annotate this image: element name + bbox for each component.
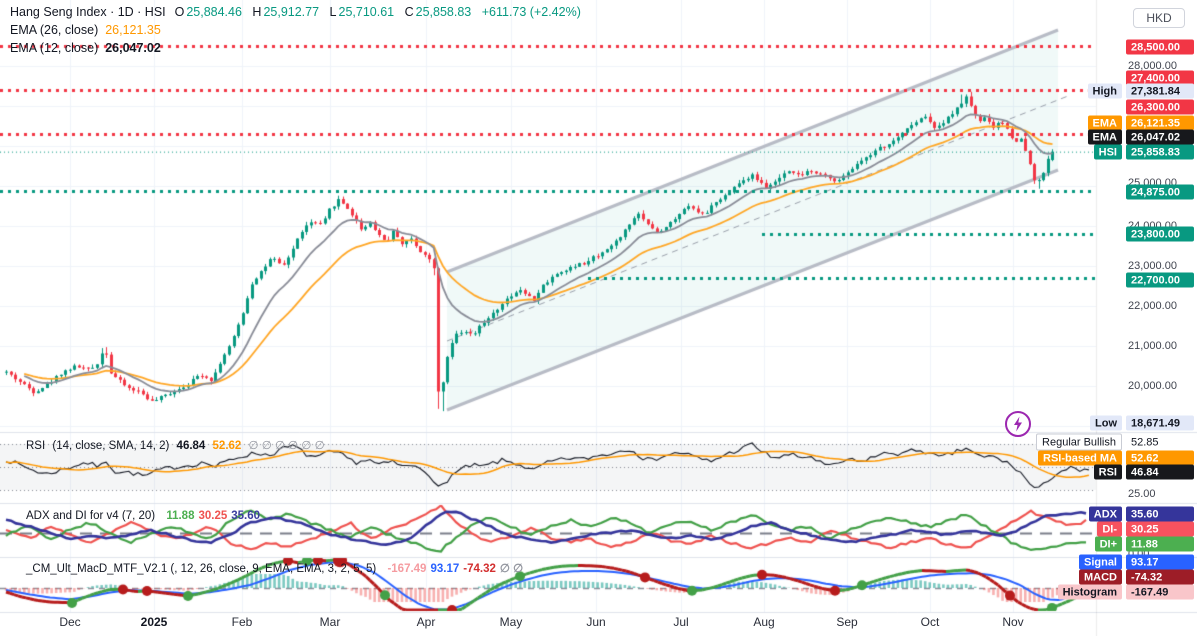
indicator-value: -74.32 bbox=[463, 563, 496, 575]
axis-label-chip[interactable]: Signal bbox=[1078, 554, 1122, 570]
axis-value-chip[interactable]: 23,800.00 bbox=[1126, 226, 1194, 242]
axis-tick-label: 20,000.00 bbox=[1128, 380, 1177, 392]
axis-value-chip[interactable]: 11.88 bbox=[1126, 536, 1194, 552]
high-label: H bbox=[252, 5, 262, 19]
ema12-legend-row[interactable]: EMA (12, close) 26,047.02 bbox=[10, 40, 583, 57]
month-label[interactable]: Dec bbox=[59, 615, 81, 629]
ema12-value: 26,047.02 bbox=[105, 41, 161, 55]
rsi-empty-values: ∅ ∅ ∅ ∅ ∅ ∅ bbox=[248, 440, 325, 452]
axis-label-chip[interactable]: DI- bbox=[1097, 521, 1122, 537]
high-value: 25,912.77 bbox=[263, 5, 320, 19]
low-value: 25,710.61 bbox=[338, 5, 395, 19]
symbol-title[interactable]: Hang Seng Index · 1D · HSI bbox=[10, 5, 166, 19]
ema12-label: EMA (12, close) bbox=[10, 41, 99, 55]
axis-value-chip[interactable]: 18,671.49 bbox=[1126, 415, 1194, 431]
axis-value-chip[interactable]: 46.84 bbox=[1126, 464, 1194, 480]
adx-title: ADX and DI for v4 (7, 20) bbox=[26, 510, 156, 522]
indicator-value: -167.49 bbox=[387, 563, 427, 575]
month-label[interactable]: 2025 bbox=[140, 615, 168, 629]
month-label[interactable]: Jul bbox=[673, 615, 689, 629]
axis-label-chip[interactable]: RSI bbox=[1093, 464, 1122, 480]
axis-tick-label: 23,000.00 bbox=[1128, 260, 1177, 272]
rsi-pane-title[interactable]: RSI (14, close, SMA, 14, 2) 46.84 52.62 … bbox=[22, 438, 325, 452]
axis-label-chip[interactable]: High bbox=[1087, 83, 1122, 99]
axis-value-chip[interactable]: 27,381.84 bbox=[1126, 83, 1194, 99]
month-label[interactable]: Apr bbox=[416, 615, 436, 629]
axis-value-chip[interactable]: 26,300.00 bbox=[1126, 99, 1194, 115]
axis-value-chip[interactable]: -74.32 bbox=[1126, 569, 1194, 585]
axis-label-chip[interactable]: EMA bbox=[1087, 115, 1122, 131]
axis-tick-label: 28,000.00 bbox=[1128, 60, 1177, 72]
axis-value-chip[interactable]: 22,700.00 bbox=[1126, 272, 1194, 288]
axis-value-chip[interactable]: 26,047.02 bbox=[1126, 129, 1194, 145]
axis-value-chip[interactable]: 27,400.00 bbox=[1126, 70, 1194, 86]
ema26-label: EMA (26, close) bbox=[10, 23, 99, 37]
indicator-value: 11.88 bbox=[166, 510, 195, 522]
month-label[interactable]: Mar bbox=[319, 615, 341, 629]
axis-label-chip[interactable]: EMA bbox=[1087, 129, 1122, 145]
axis-value-chip[interactable]: 28,500.00 bbox=[1126, 39, 1194, 55]
rsi-value: 46.84 bbox=[176, 440, 206, 452]
currency-button[interactable]: HKD bbox=[1133, 8, 1185, 28]
axis-label-chip[interactable]: DI+ bbox=[1094, 536, 1122, 552]
month-label[interactable]: Sep bbox=[836, 615, 858, 629]
open-label: O bbox=[174, 5, 185, 19]
ema26-value: 26,121.35 bbox=[105, 23, 161, 37]
axis-value-chip[interactable]: 25,858.83 bbox=[1126, 144, 1194, 160]
macd-pane-title[interactable]: _CM_Ult_MacD_MTF_V2.1 (, 12, 26, close, … bbox=[22, 561, 523, 575]
axis-value-chip[interactable]: -167.49 bbox=[1126, 584, 1194, 600]
rsi-ma-value: 52.62 bbox=[212, 440, 242, 452]
axis-label-chip[interactable]: Histogram bbox=[1057, 584, 1122, 600]
month-label[interactable]: May bbox=[499, 615, 523, 629]
month-label[interactable]: Nov bbox=[1002, 615, 1024, 629]
axis-label-chip[interactable]: ADX bbox=[1088, 506, 1122, 522]
ema26-legend-row[interactable]: EMA (26, close) 26,121.35 bbox=[10, 22, 583, 39]
indicator-value: 35.60 bbox=[231, 510, 261, 522]
axis-value-chip[interactable]: 93.17 bbox=[1126, 554, 1194, 570]
axis-tick-label: 22,000.00 bbox=[1128, 300, 1177, 312]
axis-value-chip[interactable]: 24,875.00 bbox=[1126, 184, 1194, 200]
indicator-value: 30.25 bbox=[198, 510, 228, 522]
axis-label-chip[interactable]: RSI-based MA bbox=[1038, 450, 1122, 466]
adx-pane-title[interactable]: ADX and DI for v4 (7, 20) 11.88 30.25 35.6… bbox=[22, 510, 260, 522]
close-label: C bbox=[404, 5, 414, 19]
axis-value-chip[interactable]: 52.62 bbox=[1126, 450, 1194, 466]
macd-values: -167.49 93.17 -74.32 ∅ ∅ bbox=[383, 563, 523, 575]
axis-value-chip[interactable]: 52.85 bbox=[1131, 436, 1159, 448]
close-value: 25,858.83 bbox=[415, 5, 472, 19]
axis-tick-label: 25.00 bbox=[1128, 488, 1156, 500]
indicator-value: ∅ ∅ bbox=[499, 563, 524, 575]
axis-label-chip[interactable]: HSI bbox=[1093, 144, 1122, 160]
month-label[interactable]: Feb bbox=[231, 615, 253, 629]
indicator-value: 93.17 bbox=[430, 563, 460, 575]
axis-value-chip[interactable]: 30.25 bbox=[1126, 521, 1194, 537]
macd-title: _CM_Ult_MacD_MTF_V2.1 (, 12, 26, close, … bbox=[26, 563, 377, 575]
low-label: L bbox=[329, 5, 337, 19]
rsi-params: (14, close, SMA, 14, 2) bbox=[52, 440, 170, 452]
axis-label-chip[interactable]: Low bbox=[1090, 415, 1122, 431]
axis-tick-label: 21,000.00 bbox=[1128, 340, 1177, 352]
axis-label-chip[interactable]: MACD bbox=[1079, 569, 1122, 585]
change-value: +611.73 (+2.42%) bbox=[481, 5, 581, 19]
rsi-title: RSI bbox=[26, 440, 46, 452]
axis-value-chip[interactable]: 35.60 bbox=[1126, 506, 1194, 522]
lightning-icon[interactable] bbox=[1004, 410, 1032, 438]
axis-value-chip[interactable]: 26,121.35 bbox=[1126, 115, 1194, 131]
adx-values: 11.88 30.25 35.60 bbox=[162, 510, 260, 522]
month-label[interactable]: Aug bbox=[753, 615, 775, 629]
axis-label-chip[interactable]: Regular Bullish bbox=[1036, 433, 1122, 451]
month-label[interactable]: Oct bbox=[920, 615, 940, 629]
month-label[interactable]: Jun bbox=[586, 615, 606, 629]
open-value: 25,884.46 bbox=[186, 5, 242, 19]
